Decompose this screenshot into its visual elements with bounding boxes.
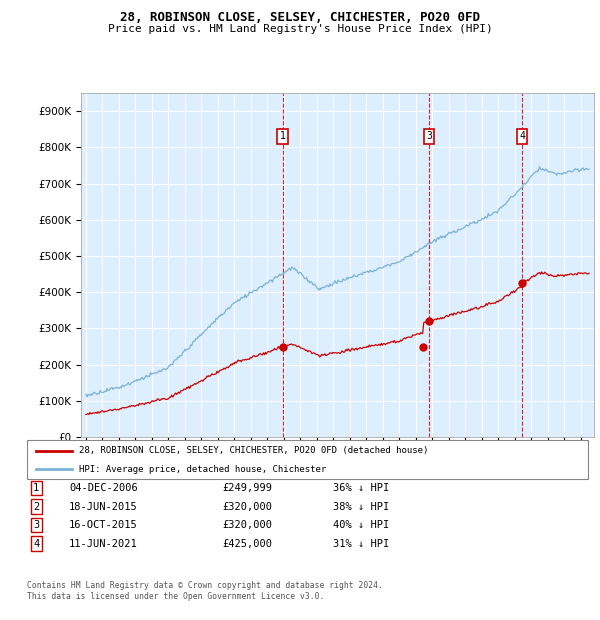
Text: £320,000: £320,000	[222, 520, 272, 530]
Text: 28, ROBINSON CLOSE, SELSEY, CHICHESTER, PO20 0FD (detached house): 28, ROBINSON CLOSE, SELSEY, CHICHESTER, …	[79, 446, 428, 456]
Text: 18-JUN-2015: 18-JUN-2015	[69, 502, 138, 512]
Text: 16-OCT-2015: 16-OCT-2015	[69, 520, 138, 530]
Text: 4: 4	[519, 131, 525, 141]
Text: Contains HM Land Registry data © Crown copyright and database right 2024.: Contains HM Land Registry data © Crown c…	[27, 582, 383, 590]
Text: 3: 3	[426, 131, 432, 141]
Text: 3: 3	[33, 520, 39, 530]
Text: 1: 1	[33, 483, 39, 493]
Text: 2: 2	[33, 502, 39, 512]
Text: 38% ↓ HPI: 38% ↓ HPI	[333, 502, 389, 512]
Text: This data is licensed under the Open Government Licence v3.0.: This data is licensed under the Open Gov…	[27, 592, 325, 601]
Text: Price paid vs. HM Land Registry's House Price Index (HPI): Price paid vs. HM Land Registry's House …	[107, 24, 493, 33]
Text: 4: 4	[33, 539, 39, 549]
Text: 36% ↓ HPI: 36% ↓ HPI	[333, 483, 389, 493]
Text: 40% ↓ HPI: 40% ↓ HPI	[333, 520, 389, 530]
Text: £425,000: £425,000	[222, 539, 272, 549]
Text: 11-JUN-2021: 11-JUN-2021	[69, 539, 138, 549]
Text: 31% ↓ HPI: 31% ↓ HPI	[333, 539, 389, 549]
Text: £249,999: £249,999	[222, 483, 272, 493]
Text: 28, ROBINSON CLOSE, SELSEY, CHICHESTER, PO20 0FD: 28, ROBINSON CLOSE, SELSEY, CHICHESTER, …	[120, 11, 480, 24]
Text: 04-DEC-2006: 04-DEC-2006	[69, 483, 138, 493]
Text: £320,000: £320,000	[222, 502, 272, 512]
Text: 1: 1	[280, 131, 286, 141]
Text: HPI: Average price, detached house, Chichester: HPI: Average price, detached house, Chic…	[79, 464, 326, 474]
